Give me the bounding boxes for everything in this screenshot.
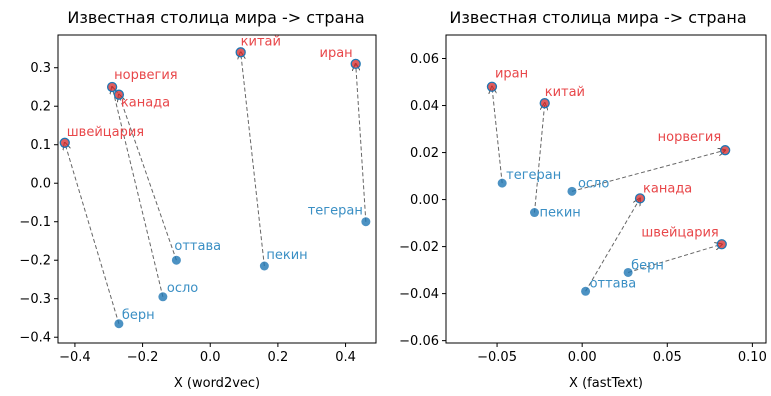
y-tick-label: −0.04 bbox=[399, 287, 439, 302]
country-point bbox=[113, 89, 125, 100]
points bbox=[59, 47, 371, 329]
country-label: канада bbox=[643, 181, 692, 196]
axis-ticks: −0.4 −0.2 0.0 0.2 0.4 −0.4 −0.3 −0.2 −0.1 0.0 0.1 0… bbox=[19, 61, 355, 365]
arrow-осло-норвегия bbox=[112, 87, 164, 297]
arrows bbox=[492, 87, 725, 292]
arrow-тегеран-иран bbox=[356, 64, 367, 222]
arrows bbox=[65, 52, 367, 324]
capital-label: тегеран bbox=[308, 204, 363, 219]
y-tick-label: 0.06 bbox=[410, 52, 439, 67]
y-tick-label: 0.3 bbox=[30, 61, 51, 76]
plot-frame bbox=[445, 34, 767, 344]
x-tick-label: 0.10 bbox=[738, 350, 767, 365]
y-tick-label: −0.06 bbox=[399, 334, 439, 349]
x-tick-label: 0.05 bbox=[653, 350, 682, 365]
y-tick-label: 0.02 bbox=[410, 146, 439, 161]
country-point bbox=[106, 81, 118, 93]
y-tick-label: 0.0 bbox=[30, 177, 51, 192]
capital-label: пекин bbox=[266, 248, 307, 263]
country-point bbox=[716, 239, 727, 250]
y-tick-label: −0.02 bbox=[399, 240, 439, 255]
arrow-осло-норвегия bbox=[571, 150, 725, 192]
x-tick-label: 0.00 bbox=[568, 350, 597, 365]
point-labels: берн оттава осло пекин тегеран швейцария канад… bbox=[67, 34, 363, 322]
plot-frame bbox=[57, 34, 377, 344]
point-labels: тегеран пекин осло оттава берн иран китай норве… bbox=[495, 67, 721, 292]
country-point bbox=[235, 47, 246, 58]
x-tick-label: 0.0 bbox=[200, 350, 221, 365]
capital-label: осло bbox=[167, 281, 198, 296]
points bbox=[486, 81, 731, 296]
x-axis-label: X (fastText) bbox=[569, 376, 643, 391]
y-tick-label: 0.1 bbox=[30, 138, 51, 153]
x-tick-label: −0.2 bbox=[127, 350, 159, 365]
capital-label: пекин bbox=[540, 206, 581, 221]
capital-point bbox=[623, 267, 633, 277]
capital-point bbox=[581, 286, 591, 296]
x-tick-label: −0.4 bbox=[59, 350, 91, 365]
capital-point bbox=[567, 186, 577, 196]
country-label: канада bbox=[121, 96, 170, 111]
country-label: китай bbox=[241, 34, 281, 49]
capital-point bbox=[259, 261, 269, 271]
y-tick-label: −0.2 bbox=[19, 254, 51, 269]
y-tick-label: 0.00 bbox=[410, 193, 439, 208]
capital-label: осло bbox=[578, 176, 609, 191]
arrow-оттава-канада bbox=[119, 95, 177, 261]
country-point bbox=[59, 137, 70, 148]
y-tick-label: −0.3 bbox=[19, 292, 51, 307]
country-label: норвегия bbox=[658, 130, 721, 145]
country-label: китай bbox=[545, 85, 585, 100]
capital-label: тегеран bbox=[506, 168, 561, 183]
arrow-берн-швейцария bbox=[627, 244, 722, 273]
capital-point bbox=[497, 178, 507, 188]
y-tick-label: −0.4 bbox=[19, 331, 51, 346]
country-point bbox=[486, 81, 498, 92]
arrow-пекин-китай bbox=[534, 103, 545, 213]
y-tick-label: −0.1 bbox=[19, 215, 51, 230]
country-point bbox=[539, 98, 550, 109]
country-point bbox=[350, 58, 361, 70]
arrow-берн-швейцария bbox=[65, 143, 120, 324]
y-tick-label: 0.2 bbox=[30, 100, 51, 115]
arrow-пекин-китай bbox=[241, 52, 265, 267]
chart-title: Известная столица мира -> страна bbox=[449, 8, 746, 27]
country-label: норвегия bbox=[114, 68, 177, 83]
capital-label: оттава bbox=[174, 239, 221, 254]
x-axis-label: X (word2vec) bbox=[174, 376, 260, 391]
x-tick-label: −0.05 bbox=[477, 350, 517, 365]
capital-label: берн bbox=[122, 308, 155, 323]
y-tick-label: 0.04 bbox=[410, 99, 439, 114]
x-tick-label: 0.2 bbox=[268, 350, 289, 365]
chart-fasttext: Известная столица мира -> страна −0.05 0.… bbox=[399, 8, 767, 391]
capital-point bbox=[530, 208, 540, 218]
capital-point bbox=[361, 217, 371, 227]
capital-point bbox=[171, 255, 181, 265]
country-point bbox=[634, 193, 646, 204]
country-label: швейцария bbox=[67, 125, 144, 140]
country-label: иран bbox=[320, 46, 353, 61]
country-point bbox=[719, 145, 731, 156]
country-label: иран bbox=[495, 67, 528, 82]
axis-ticks: −0.05 0.00 0.05 0.10 −0.06 −0.04 −0.02 0.00 0.02… bbox=[399, 52, 767, 365]
chart-word2vec: Известная столица мира -> страна −0.4 −0.… bbox=[19, 8, 377, 391]
chart-title: Известная столица мира -> страна bbox=[67, 8, 364, 27]
arrow-тегеран-иран bbox=[492, 87, 503, 184]
capital-label: берн bbox=[631, 258, 664, 273]
country-label: швейцария bbox=[641, 225, 718, 240]
capital-label: оттава bbox=[590, 276, 637, 291]
capital-point bbox=[114, 319, 124, 329]
capital-point bbox=[158, 292, 168, 302]
x-tick-label: 0.4 bbox=[335, 350, 356, 365]
arrow-оттава-канада bbox=[585, 198, 640, 292]
